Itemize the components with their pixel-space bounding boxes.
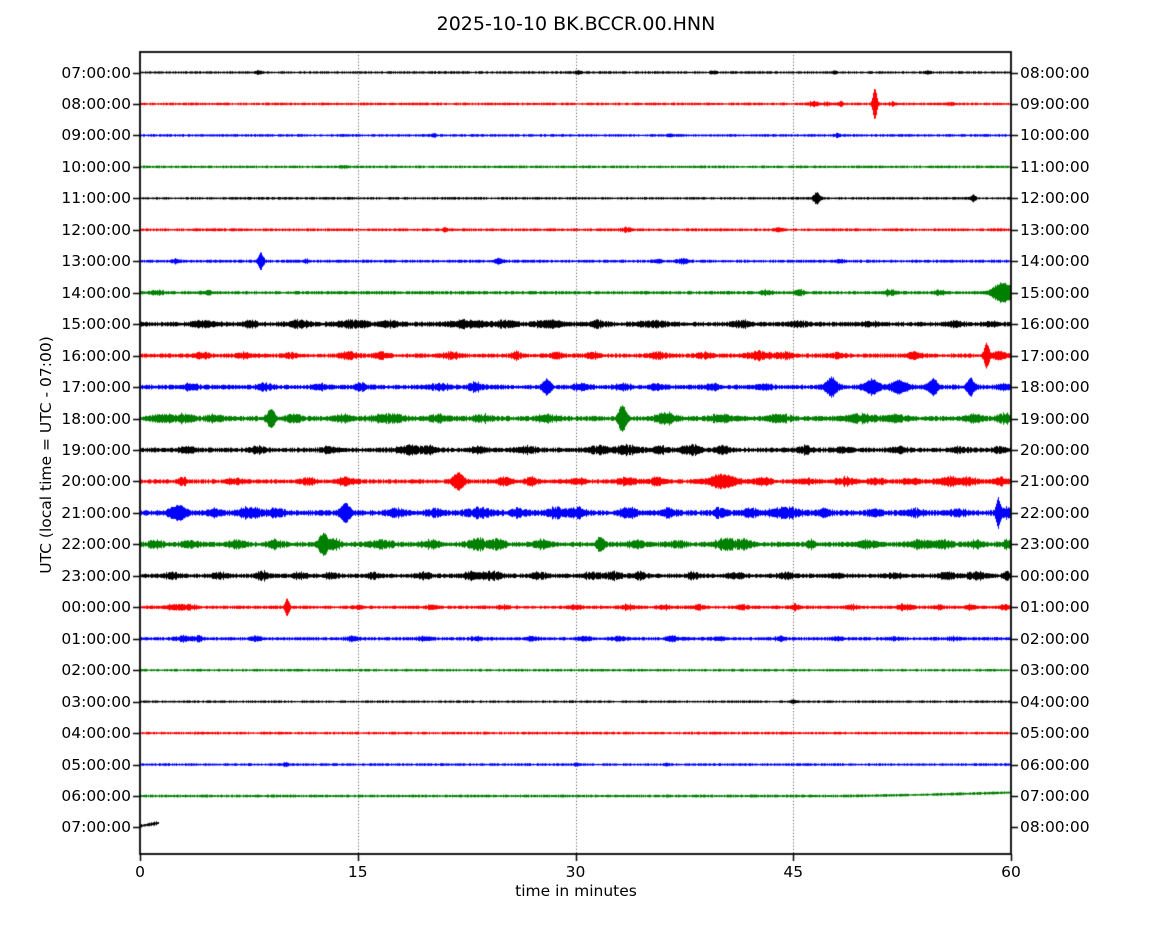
- y-tick-label-right: 21:00:00: [1020, 472, 1090, 491]
- y-tick-label-left: 12:00:00: [61, 220, 131, 239]
- y-tick-label-left: 18:00:00: [61, 409, 131, 428]
- y-tick-label-right: 13:00:00: [1020, 220, 1090, 239]
- y-tick-label-right: 19:00:00: [1020, 409, 1090, 428]
- y-tick-label-right: 17:00:00: [1020, 346, 1090, 365]
- y-tick-label-right: 15:00:00: [1020, 283, 1090, 302]
- y-tick-label-right: 03:00:00: [1020, 661, 1090, 680]
- y-tick-label-right: 07:00:00: [1020, 787, 1090, 806]
- y-tick-label-left: 17:00:00: [61, 378, 131, 397]
- y-tick-label-left: 01:00:00: [61, 629, 131, 648]
- y-tick-label-left: 11:00:00: [61, 189, 131, 208]
- y-tick-label-right: 14:00:00: [1020, 252, 1090, 271]
- y-tick-label-left: 09:00:00: [61, 126, 131, 145]
- y-tick-label-right: 09:00:00: [1020, 94, 1090, 113]
- y-tick-label-left: 05:00:00: [61, 755, 131, 774]
- y-tick-label-right: 23:00:00: [1020, 535, 1090, 554]
- y-tick-label-right: 18:00:00: [1020, 378, 1090, 397]
- y-tick-label-left: 04:00:00: [61, 724, 131, 743]
- x-axis-label: time in minutes: [515, 882, 637, 900]
- y-tick-label-left: 06:00:00: [61, 787, 131, 806]
- x-tick-label: 0: [135, 863, 145, 881]
- y-tick-label-right: 00:00:00: [1020, 566, 1090, 585]
- y-tick-label-right: 22:00:00: [1020, 503, 1090, 522]
- x-tick-label: 45: [783, 863, 804, 881]
- y-tick-label-right: 08:00:00: [1020, 63, 1090, 82]
- y-tick-label-right: 08:00:00: [1020, 818, 1090, 837]
- x-tick-label: 15: [347, 863, 368, 881]
- y-tick-label-right: 11:00:00: [1020, 157, 1090, 176]
- y-tick-label-left: 15:00:00: [61, 315, 131, 334]
- y-tick-label-right: 12:00:00: [1020, 189, 1090, 208]
- y-tick-label-right: 01:00:00: [1020, 598, 1090, 617]
- y-tick-label-left: 23:00:00: [61, 566, 131, 585]
- y-tick-label-right: 04:00:00: [1020, 692, 1090, 711]
- y-tick-label-right: 05:00:00: [1020, 724, 1090, 743]
- y-tick-label-left: 22:00:00: [61, 535, 131, 554]
- y-tick-label-left: 00:00:00: [61, 598, 131, 617]
- y-tick-label-right: 06:00:00: [1020, 755, 1090, 774]
- x-tick-label: 30: [565, 863, 586, 881]
- y-tick-label-left: 13:00:00: [61, 252, 131, 271]
- y-tick-label-left: 16:00:00: [61, 346, 131, 365]
- y-tick-label-left: 02:00:00: [61, 661, 131, 680]
- y-tick-label-left: 07:00:00: [61, 63, 131, 82]
- y-tick-label-right: 10:00:00: [1020, 126, 1090, 145]
- y-tick-label-left: 20:00:00: [61, 472, 131, 491]
- y-tick-label-left: 08:00:00: [61, 94, 131, 113]
- y-tick-label-left: 10:00:00: [61, 157, 131, 176]
- y-tick-label-left: 19:00:00: [61, 440, 131, 459]
- y-tick-label-right: 20:00:00: [1020, 440, 1090, 459]
- y-tick-label-right: 16:00:00: [1020, 315, 1090, 334]
- x-tick-label: 60: [1001, 863, 1021, 881]
- y-tick-label-left: 07:00:00: [61, 818, 131, 837]
- y-tick-label-left: 14:00:00: [61, 283, 131, 302]
- y-tick-label-right: 02:00:00: [1020, 629, 1090, 648]
- y-tick-label-left: 21:00:00: [61, 503, 131, 522]
- y-tick-label-left: 03:00:00: [61, 692, 131, 711]
